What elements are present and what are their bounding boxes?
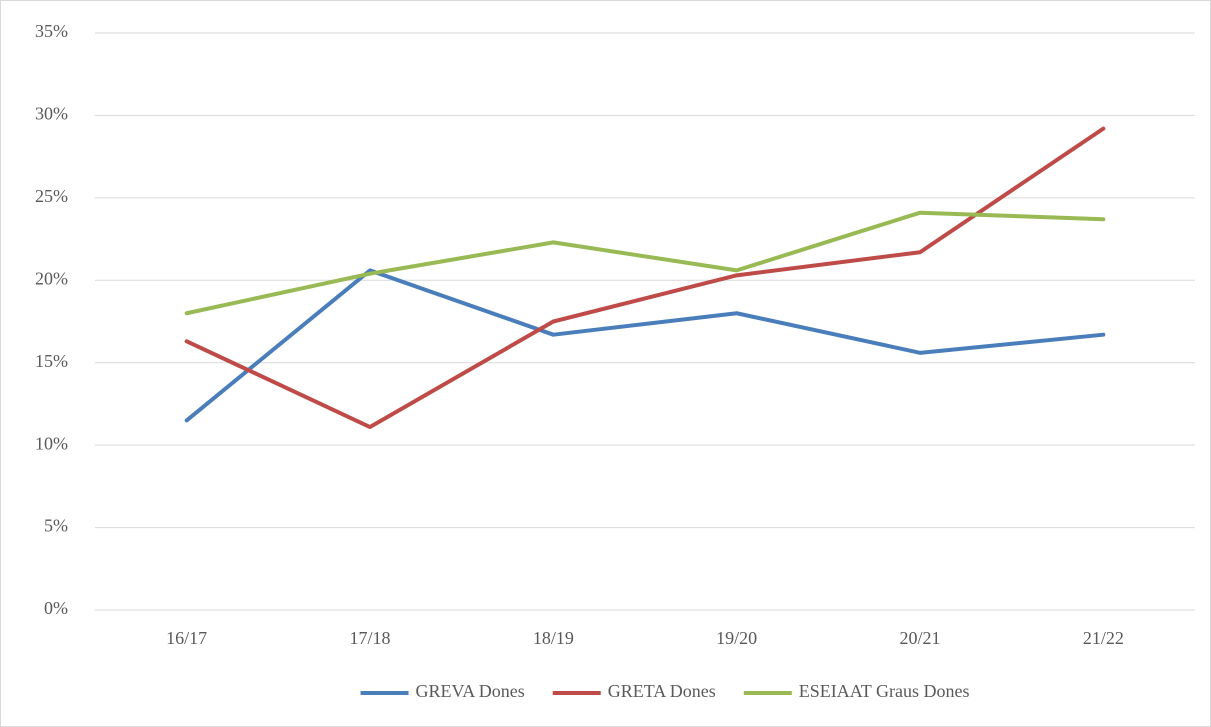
- x-tick-label: 21/22: [1083, 628, 1124, 648]
- y-tick-label: 35%: [35, 21, 68, 41]
- y-tick-label: 25%: [35, 186, 68, 206]
- series-line: [184, 268, 1106, 423]
- y-tick-label: 5%: [44, 516, 68, 536]
- x-tick-label: 17/18: [349, 628, 390, 648]
- y-tick-label: 15%: [35, 351, 68, 371]
- y-tick-label: 10%: [35, 433, 68, 453]
- legend-label: GREVA Dones: [416, 681, 525, 701]
- series-line: [184, 126, 1106, 430]
- y-tick-label: 0%: [44, 598, 68, 618]
- y-tick-label: 30%: [35, 104, 68, 124]
- legend-label: GRETA Dones: [608, 681, 716, 701]
- legend-label: ESEIAAT Graus Dones: [799, 681, 970, 701]
- x-tick-label: 16/17: [166, 628, 207, 648]
- series-line: [184, 210, 1106, 316]
- x-tick-label: 18/19: [533, 628, 574, 648]
- x-tick-label: 19/20: [716, 628, 757, 648]
- y-tick-label: 20%: [35, 268, 68, 288]
- x-tick-label: 20/21: [899, 628, 940, 648]
